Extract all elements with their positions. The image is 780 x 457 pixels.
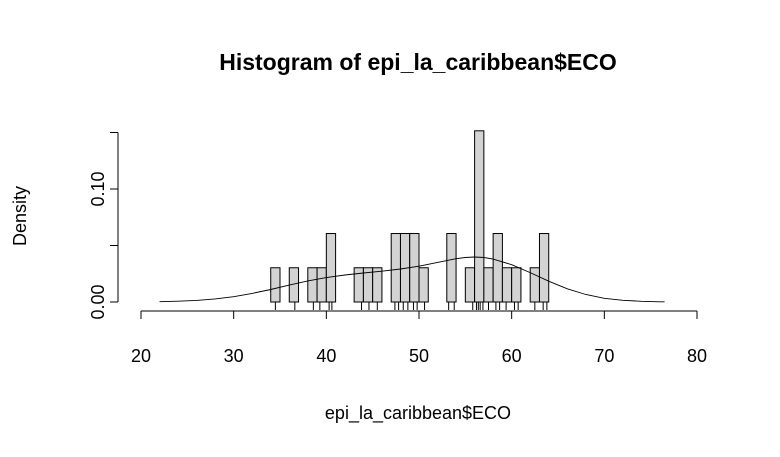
histogram-bar — [492, 233, 503, 303]
x-axis-label: epi_la_caribbean$ECO — [325, 403, 511, 424]
chart-title: Histogram of epi_la_caribbean$ECO — [219, 49, 617, 75]
density-curve — [159, 256, 665, 303]
histogram-bar — [316, 267, 327, 303]
histogram-bar — [464, 267, 476, 303]
histogram-bar — [446, 233, 457, 303]
histogram-bar — [372, 267, 383, 303]
x-tick-label: 30 — [224, 346, 244, 366]
histogram-bar — [483, 267, 494, 303]
x-tick-label: 50 — [409, 346, 429, 366]
histogram-bar — [474, 130, 485, 303]
y-tick-label: 0.10 — [88, 171, 108, 206]
x-tick-label: 70 — [594, 346, 614, 366]
plot-area: 20 30 40 50 60 70 80 0.00 0.10 — [88, 130, 707, 366]
y-axis-label: Density — [10, 186, 30, 246]
histogram-bar — [418, 267, 429, 303]
histogram-bar — [538, 233, 550, 303]
x-tick-label: 80 — [687, 346, 707, 366]
histogram-bar — [270, 267, 281, 303]
x-tick-label: 20 — [131, 346, 151, 366]
x-tick-label: 40 — [316, 346, 336, 366]
histogram-bar — [511, 267, 522, 303]
x-tick-label: 60 — [502, 346, 522, 366]
histogram-bar — [307, 267, 318, 303]
histogram-bar — [325, 233, 337, 303]
histogram-bar — [501, 267, 513, 303]
histogram-bar — [390, 233, 401, 303]
y-tick-label: 0.00 — [88, 284, 108, 319]
